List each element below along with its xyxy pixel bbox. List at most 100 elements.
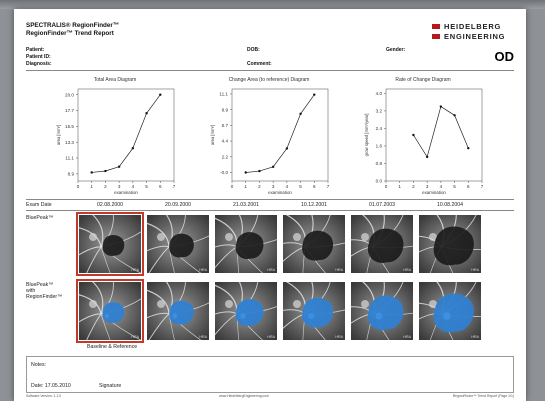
regionfinder-image[interactable]: HRA (215, 282, 277, 340)
image-device-tag: HRA (199, 335, 207, 339)
regionfinder-image[interactable]: HRA (419, 282, 481, 340)
data-point (313, 93, 316, 96)
chart-title: Rate of Change Diagram (395, 77, 451, 83)
y-tick-label: 11.1 (219, 92, 228, 97)
data-point (439, 105, 443, 108)
regionfinder-image[interactable]: HRA (147, 282, 209, 340)
y-tick-label: 0.8 (376, 161, 383, 166)
bluepeak-image[interactable]: HRA (283, 215, 345, 273)
patient-label: Patient: (26, 47, 45, 53)
y-tick-label: 1.6 (376, 144, 383, 149)
image-device-tag: HRA (131, 335, 139, 339)
exam-date: 20.09.2000 (165, 202, 191, 208)
x-tick-label: 4 (440, 184, 443, 189)
chart-title: Change Area (to reference) Diagram (228, 77, 310, 83)
image-device-tag: HRA (403, 268, 411, 272)
y-tick-label: -0.0 (220, 170, 228, 175)
x-axis-label: examination (268, 190, 292, 195)
y-tick-label: 4.0 (376, 91, 383, 96)
bluepeak-image[interactable]: HRA (351, 215, 413, 273)
heidelberg-logo: HEIDELBERG ENGINEERING (432, 21, 514, 43)
image-device-tag: HRA (335, 335, 343, 339)
footer-version: Software Version: 1.1.0 (26, 394, 62, 398)
report-title: SPECTRALIS® RegionFinder™ RegionFinder™ … (26, 22, 119, 37)
data-point (159, 93, 162, 96)
y-tick-label: 8.9 (222, 107, 229, 112)
y-axis-label: area [mm²] (210, 125, 215, 145)
x-tick-label: 2 (104, 184, 107, 189)
x-tick-label: 6 (159, 184, 162, 189)
y-tick-label: 13.3 (65, 140, 74, 145)
regionfinder-image[interactable]: HRA (283, 282, 345, 340)
x-tick-label: 5 (453, 184, 456, 189)
exam-date: 10.08.2004 (437, 202, 463, 208)
x-tick-label: 7 (173, 184, 176, 189)
series-line (91, 94, 161, 173)
rate-of-change-plot: 0.0 0.8 1.6 2.4 3.2 4.0 0 1 2 3 4 5 6 7 examination gro… (364, 88, 484, 195)
signature-label: Signature (99, 383, 122, 389)
diagnosis-label: Diagnosis: (26, 61, 52, 67)
notes-label: Notes: (31, 362, 46, 368)
data-point (285, 147, 289, 150)
data-point (104, 169, 107, 173)
product-name: SPECTRALIS® RegionFinder™ (26, 22, 120, 29)
x-tick-label: 5 (299, 184, 302, 189)
bluepeak-image[interactable]: HRA (76, 212, 144, 276)
image-device-tag: HRA (267, 335, 275, 339)
x-tick-label: 4 (286, 184, 289, 189)
row-label-bluepeak: BluePeak™ (26, 215, 54, 221)
data-point (412, 133, 415, 137)
image-device-tag: HRA (403, 335, 411, 339)
plot-frame (231, 88, 329, 182)
report-date: Date: 17.05.2010 (31, 383, 71, 389)
image-device-tag: HRA (131, 268, 139, 272)
regionfinder-image[interactable]: HRA (76, 279, 144, 343)
data-point (131, 146, 135, 150)
image-device-tag: HRA (335, 268, 343, 272)
x-tick-label: 1 (244, 184, 247, 189)
plot-frame (385, 88, 483, 182)
row-label-regionfinder: BluePeak™ with RegionFinder™ (26, 282, 63, 301)
data-point (90, 171, 93, 174)
image-device-tag: HRA (471, 335, 479, 339)
comment-label: Comment: (247, 61, 272, 67)
total-area-chart: Total Area Diagram 8.9 11.1 13.3 15.5 17.7 20… (48, 77, 182, 199)
exam-date: 21.03.2001 (233, 202, 259, 208)
bluepeak-image[interactable]: HRA (147, 215, 209, 273)
eye-indicator: OD (494, 49, 515, 64)
y-tick-label: 11.1 (65, 156, 74, 161)
bluepeak-image[interactable]: HRA (215, 215, 277, 273)
y-tick-label: 2.4 (376, 126, 383, 131)
y-tick-label: 3.2 (376, 109, 383, 114)
rate-of-change-chart: Rate of Change Diagram 0.0 0.8 1.6 2.4 3.2 4.… (356, 77, 490, 199)
divider (26, 70, 514, 71)
y-tick-label: 15.5 (65, 124, 74, 129)
x-tick-label: 0 (77, 184, 80, 189)
footer-website: www.HeidelbergEngineering.com (219, 394, 269, 398)
bluepeak-image[interactable]: HRA (419, 215, 481, 273)
y-tick-label: 8.9 (68, 171, 75, 176)
data-point (117, 165, 121, 168)
data-point (271, 165, 275, 169)
baseline-caption: Baseline & Reference (87, 344, 138, 350)
brand-line-1: HEIDELBERG (444, 22, 502, 31)
y-tick-label: 20.0 (65, 92, 74, 97)
data-point (425, 155, 429, 159)
report-name: RegionFinder™ Trend Report (26, 29, 114, 37)
x-tick-label: 6 (467, 184, 470, 189)
regionfinder-image[interactable]: HRA (351, 282, 413, 340)
data-point (145, 112, 148, 115)
chart-title: Total Area Diagram (93, 77, 137, 83)
patient-id-label: Patient ID: (26, 54, 51, 60)
exam-date: 01.07.2003 (369, 202, 395, 208)
image-device-tag: HRA (471, 268, 479, 272)
y-tick-label: 17.7 (65, 108, 74, 113)
data-point (299, 112, 302, 115)
x-tick-label: 4 (132, 184, 135, 189)
x-tick-label: 5 (145, 184, 148, 189)
exam-date-label: Exam Date (26, 202, 52, 208)
exam-date: 10.12.2001 (301, 202, 327, 208)
x-tick-label: 0 (385, 184, 388, 189)
y-tick-label: 4.4 (222, 139, 229, 144)
brand-line-2: ENGINEERING (444, 32, 506, 41)
